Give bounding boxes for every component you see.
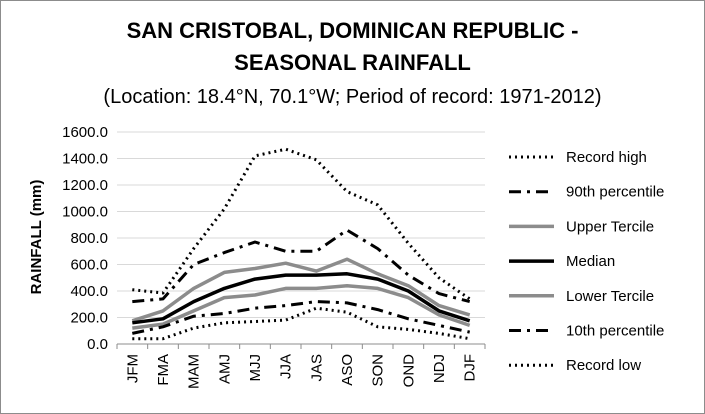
- x-tick-label: MJJ: [247, 354, 264, 382]
- y-tick-label: 200.0: [70, 310, 108, 327]
- series-line-median: [132, 272, 471, 325]
- series-line-upper-tercile: [131, 257, 471, 323]
- x-axis-ticks: JFM FMA MAM AMJ MJJ JJA JAS ASO SON OND NDJ DJF: [116, 344, 486, 389]
- x-tick-label: MAM: [186, 354, 203, 389]
- y-tick-label: 1400.0: [62, 151, 108, 168]
- x-tick-label: ASO: [339, 354, 356, 386]
- series-line-10th-percentile: [131, 300, 471, 335]
- y-tick-label: 600.0: [70, 257, 108, 274]
- chart-title-line-2: SEASONAL RAINFALL: [234, 50, 471, 75]
- series-line-lower-tercile: [132, 283, 471, 330]
- x-tick-label: NDJ: [431, 354, 448, 383]
- chart-subtitle: (Location: 18.4°N, 70.1°W; Period of rec…: [103, 86, 602, 108]
- chart-title-line-1: SAN CRISTOBAL, DOMINICAN REPUBLIC -: [126, 18, 579, 43]
- x-tick-label: JJA: [278, 354, 295, 379]
- series-line-record-low: [132, 306, 470, 341]
- legend-label-record-low: Record low: [566, 357, 641, 374]
- x-tick-label: JFM: [124, 354, 141, 383]
- legend: Record high 90th percentile Upper Tercile M…: [509, 149, 664, 374]
- series-lines: [131, 147, 471, 341]
- y-tick-label: 400.0: [70, 283, 108, 300]
- x-tick-label: OND: [400, 354, 417, 388]
- y-tick-label: 0.0: [87, 336, 108, 353]
- x-tick-label: FMA: [155, 354, 172, 386]
- y-tick-label: 1600.0: [62, 124, 108, 141]
- y-axis-label: RAINFALL (mm): [28, 180, 45, 295]
- legend-label-90th-percentile: 90th percentile: [566, 184, 664, 201]
- x-tick-label: JAS: [308, 354, 325, 382]
- y-tick-label: 1200.0: [62, 177, 108, 194]
- legend-label-lower-tercile: Lower Tercile: [566, 288, 654, 305]
- legend-label-upper-tercile: Upper Tercile: [566, 218, 654, 235]
- x-tick-label: SON: [370, 354, 387, 387]
- y-axis-ticks: 0.0 200.0 400.0 600.0 800.0 1000.0 1200.0 1400.…: [62, 124, 108, 353]
- y-tick-label: 800.0: [70, 230, 108, 247]
- legend-label-10th-percentile: 10th percentile: [566, 323, 664, 340]
- x-tick-label: AMJ: [216, 354, 233, 384]
- x-tick-label: DJF: [462, 354, 479, 382]
- y-tick-label: 1000.0: [62, 204, 108, 221]
- series-line-90th-percentile: [132, 228, 471, 304]
- legend-label-record-high: Record high: [566, 149, 647, 166]
- legend-label-median: Median: [566, 253, 615, 270]
